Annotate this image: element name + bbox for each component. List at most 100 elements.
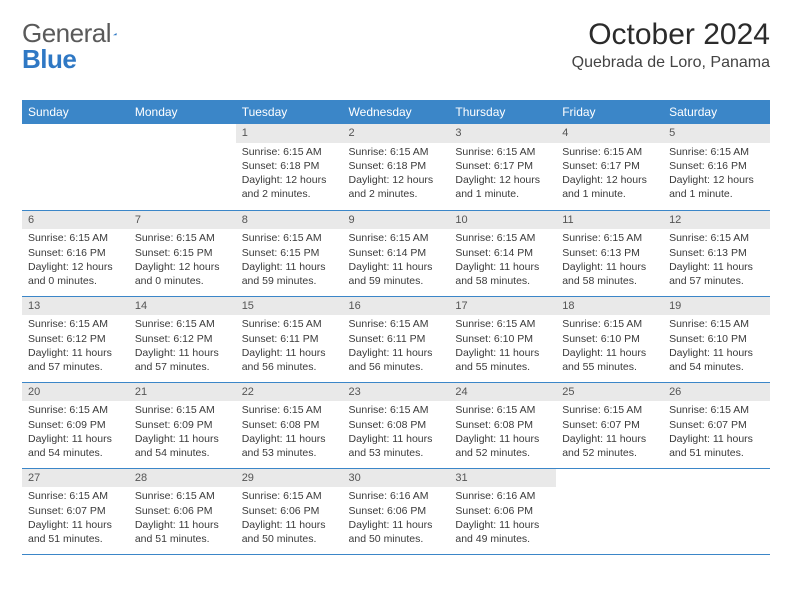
daylight-text: Daylight: 12 hours and 1 minute. <box>562 173 657 201</box>
sunrise-text: Sunrise: 6:15 AM <box>455 231 550 245</box>
daylight-text: Daylight: 12 hours and 2 minutes. <box>242 173 337 201</box>
sunrise-text: Sunrise: 6:15 AM <box>135 403 230 417</box>
calendar-row: 1Sunrise: 6:15 AMSunset: 6:18 PMDaylight… <box>22 124 770 210</box>
calendar-cell: 6Sunrise: 6:15 AMSunset: 6:16 PMDaylight… <box>22 210 129 296</box>
calendar-cell: 1 Sunrise: 6:15 AMSunset: 6:18 PMDaylight… <box>236 124 343 210</box>
sunset-text: Sunset: 6:07 PM <box>28 504 123 518</box>
sunrise-text: Sunrise: 6:15 AM <box>562 145 657 159</box>
daylight-text: Daylight: 11 hours and 58 minutes. <box>455 260 550 288</box>
sunrise-text: Sunrise: 6:15 AM <box>135 231 230 245</box>
day-body: Sunrise: 6:15 AMSunset: 6:18 PMDaylight:… <box>343 143 450 206</box>
calendar-cell <box>129 124 236 210</box>
day-body: Sunrise: 6:15 AMSunset: 6:08 PMDaylight:… <box>236 401 343 464</box>
daylight-text: Daylight: 11 hours and 50 minutes. <box>242 518 337 546</box>
daylight-text: Daylight: 11 hours and 55 minutes. <box>455 346 550 374</box>
calendar-cell: 12Sunrise: 6:15 AMSunset: 6:13 PMDayligh… <box>663 210 770 296</box>
day-body: Sunrise: 6:15 AMSunset: 6:11 PMDaylight:… <box>236 315 343 378</box>
daylight-text: Daylight: 11 hours and 53 minutes. <box>242 432 337 460</box>
sunrise-text: Sunrise: 6:15 AM <box>242 403 337 417</box>
sunrise-text: Sunrise: 6:15 AM <box>349 145 444 159</box>
day-number: 28 <box>129 469 236 488</box>
calendar-cell: 22Sunrise: 6:15 AMSunset: 6:08 PMDayligh… <box>236 382 343 468</box>
calendar-cell: 8Sunrise: 6:15 AMSunset: 6:15 PMDaylight… <box>236 210 343 296</box>
calendar-cell: 2Sunrise: 6:15 AMSunset: 6:18 PMDaylight… <box>343 124 450 210</box>
daylight-text: Daylight: 11 hours and 57 minutes. <box>669 260 764 288</box>
daylight-text: Daylight: 11 hours and 55 minutes. <box>562 346 657 374</box>
calendar-cell: 24Sunrise: 6:15 AMSunset: 6:08 PMDayligh… <box>449 382 556 468</box>
weekday-header-row: SundayMondayTuesdayWednesdayThursdayFrid… <box>22 100 770 124</box>
day-number: 29 <box>236 469 343 488</box>
day-body: Sunrise: 6:15 AMSunset: 6:08 PMDaylight:… <box>449 401 556 464</box>
sunrise-text: Sunrise: 6:15 AM <box>349 317 444 331</box>
sunrise-text: Sunrise: 6:15 AM <box>242 145 337 159</box>
calendar-cell: 30Sunrise: 6:16 AMSunset: 6:06 PMDayligh… <box>343 468 450 554</box>
sunrise-text: Sunrise: 6:15 AM <box>28 231 123 245</box>
calendar-cell: 25Sunrise: 6:15 AMSunset: 6:07 PMDayligh… <box>556 382 663 468</box>
calendar-cell: 29Sunrise: 6:15 AMSunset: 6:06 PMDayligh… <box>236 468 343 554</box>
sunrise-text: Sunrise: 6:15 AM <box>562 231 657 245</box>
weekday-header: Tuesday <box>236 100 343 124</box>
day-number: 13 <box>22 297 129 316</box>
daylight-text: Daylight: 11 hours and 52 minutes. <box>455 432 550 460</box>
day-number: 19 <box>663 297 770 316</box>
sunrise-text: Sunrise: 6:15 AM <box>28 403 123 417</box>
sunset-text: Sunset: 6:08 PM <box>242 418 337 432</box>
sunset-text: Sunset: 6:14 PM <box>349 246 444 260</box>
sunset-text: Sunset: 6:06 PM <box>349 504 444 518</box>
calendar-cell: 28Sunrise: 6:15 AMSunset: 6:06 PMDayligh… <box>129 468 236 554</box>
day-number: 4 <box>556 124 663 143</box>
calendar-cell: 10Sunrise: 6:15 AMSunset: 6:14 PMDayligh… <box>449 210 556 296</box>
calendar-cell: 13Sunrise: 6:15 AMSunset: 6:12 PMDayligh… <box>22 296 129 382</box>
day-number: 11 <box>556 211 663 230</box>
calendar-cell: 14Sunrise: 6:15 AMSunset: 6:12 PMDayligh… <box>129 296 236 382</box>
day-body: Sunrise: 6:15 AMSunset: 6:17 PMDaylight:… <box>449 143 556 206</box>
day-body: Sunrise: 6:15 AMSunset: 6:16 PMDaylight:… <box>663 143 770 206</box>
sunrise-text: Sunrise: 6:15 AM <box>455 317 550 331</box>
sunset-text: Sunset: 6:10 PM <box>455 332 550 346</box>
day-number: 1 <box>236 124 343 143</box>
calendar-row: 6Sunrise: 6:15 AMSunset: 6:16 PMDaylight… <box>22 210 770 296</box>
daylight-text: Daylight: 11 hours and 51 minutes. <box>669 432 764 460</box>
daylight-text: Daylight: 12 hours and 0 minutes. <box>28 260 123 288</box>
sunrise-text: Sunrise: 6:15 AM <box>562 403 657 417</box>
sunrise-text: Sunrise: 6:16 AM <box>455 489 550 503</box>
sunrise-text: Sunrise: 6:15 AM <box>669 317 764 331</box>
sunset-text: Sunset: 6:14 PM <box>455 246 550 260</box>
weekday-header: Thursday <box>449 100 556 124</box>
day-body: Sunrise: 6:15 AMSunset: 6:14 PMDaylight:… <box>449 229 556 292</box>
sunset-text: Sunset: 6:11 PM <box>242 332 337 346</box>
day-number: 8 <box>236 211 343 230</box>
weekday-header: Monday <box>129 100 236 124</box>
sunset-text: Sunset: 6:15 PM <box>135 246 230 260</box>
sunset-text: Sunset: 6:07 PM <box>669 418 764 432</box>
day-body: Sunrise: 6:15 AMSunset: 6:15 PMDaylight:… <box>129 229 236 292</box>
sunrise-text: Sunrise: 6:15 AM <box>242 317 337 331</box>
day-number: 22 <box>236 383 343 402</box>
sunset-text: Sunset: 6:06 PM <box>455 504 550 518</box>
day-number: 24 <box>449 383 556 402</box>
day-number: 30 <box>343 469 450 488</box>
sunset-text: Sunset: 6:07 PM <box>562 418 657 432</box>
logo-line2: Blue <box>22 44 76 75</box>
calendar-cell: 21Sunrise: 6:15 AMSunset: 6:09 PMDayligh… <box>129 382 236 468</box>
daylight-text: Daylight: 11 hours and 59 minutes. <box>242 260 337 288</box>
day-body: Sunrise: 6:15 AMSunset: 6:12 PMDaylight:… <box>129 315 236 378</box>
calendar-cell: 23Sunrise: 6:15 AMSunset: 6:08 PMDayligh… <box>343 382 450 468</box>
title-block: October 2024 Quebrada de Loro, Panama <box>572 18 770 72</box>
calendar-cell: 9Sunrise: 6:15 AMSunset: 6:14 PMDaylight… <box>343 210 450 296</box>
calendar-cell: 18Sunrise: 6:15 AMSunset: 6:10 PMDayligh… <box>556 296 663 382</box>
sunset-text: Sunset: 6:18 PM <box>242 159 337 173</box>
logo-triangle-icon <box>113 26 117 42</box>
calendar-cell: 19Sunrise: 6:15 AMSunset: 6:10 PMDayligh… <box>663 296 770 382</box>
calendar-table: SundayMondayTuesdayWednesdayThursdayFrid… <box>22 100 770 555</box>
sunset-text: Sunset: 6:09 PM <box>28 418 123 432</box>
day-number: 3 <box>449 124 556 143</box>
day-number: 10 <box>449 211 556 230</box>
day-number: 7 <box>129 211 236 230</box>
daylight-text: Daylight: 11 hours and 51 minutes. <box>28 518 123 546</box>
sunset-text: Sunset: 6:12 PM <box>135 332 230 346</box>
sunrise-text: Sunrise: 6:15 AM <box>669 403 764 417</box>
sunset-text: Sunset: 6:15 PM <box>242 246 337 260</box>
day-body: Sunrise: 6:15 AMSunset: 6:09 PMDaylight:… <box>22 401 129 464</box>
daylight-text: Daylight: 12 hours and 1 minute. <box>669 173 764 201</box>
